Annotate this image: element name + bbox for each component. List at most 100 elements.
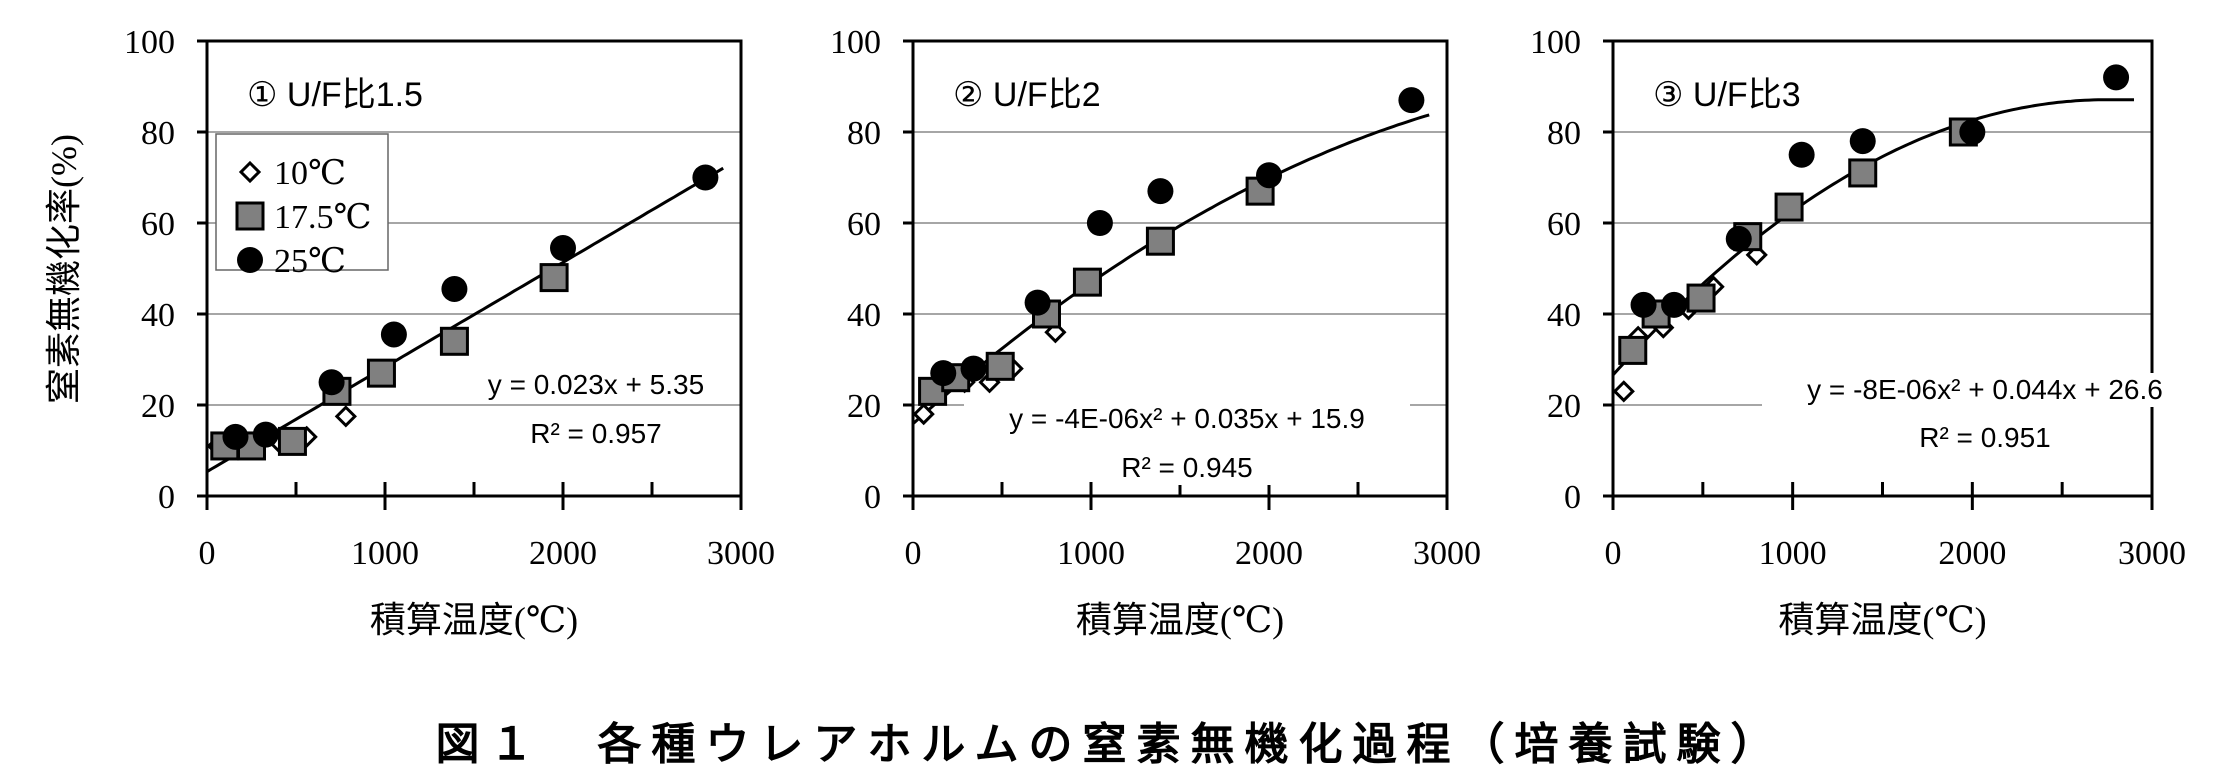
x-tick-label: 0 xyxy=(199,535,216,572)
trend-line xyxy=(206,166,724,473)
x-axis-label: 積算温度(℃) xyxy=(370,600,578,640)
circle-marker xyxy=(692,164,719,191)
r2-background xyxy=(1097,451,1277,485)
y-tick-label: 0 xyxy=(1564,479,1581,516)
legend-entry: 10℃ xyxy=(274,155,346,192)
circle-marker xyxy=(1630,291,1657,318)
circle-marker xyxy=(1086,210,1113,236)
circle-marker xyxy=(960,355,987,382)
x-tick-label: 3000 xyxy=(2118,535,2186,572)
figure-title: 図１ 各種ウレアホルムの窒素無機化過程（培養試験） xyxy=(435,719,1785,770)
y-tick-label: 60 xyxy=(1547,206,1581,243)
y-tick-label: 60 xyxy=(141,206,175,243)
square-marker xyxy=(539,263,569,293)
x-tick-label: 3000 xyxy=(707,535,775,572)
square-marker xyxy=(985,351,1015,381)
y-tick-label: 80 xyxy=(141,115,175,152)
diamond-marker xyxy=(912,402,935,426)
panel-title: ① U/F比1.5 xyxy=(247,76,423,114)
equation-background xyxy=(458,368,734,402)
y-tick-label: 100 xyxy=(1530,24,1581,61)
y-tick-label: 80 xyxy=(1547,115,1581,152)
circle-marker xyxy=(318,369,345,396)
legend-entry: 17.5℃ xyxy=(274,199,372,236)
panel-title: ② U/F比2 xyxy=(953,76,1101,114)
diamond-marker xyxy=(334,405,357,428)
x-tick-label: 1000 xyxy=(1759,535,1827,572)
circle-marker xyxy=(1661,291,1688,318)
circle-marker xyxy=(550,235,576,262)
y-tick-label: 0 xyxy=(158,479,175,516)
y-tick-label: 100 xyxy=(124,24,175,61)
circle-marker xyxy=(1788,141,1815,168)
square-marker xyxy=(439,326,469,356)
y-tick-label: 80 xyxy=(847,115,881,152)
series-circle xyxy=(1630,64,2130,318)
circle-marker xyxy=(222,423,249,450)
square-marker xyxy=(1618,335,1648,365)
x-axis-label: 積算温度(℃) xyxy=(1076,600,1284,640)
square-marker xyxy=(1145,226,1175,256)
equation-background xyxy=(1762,373,2208,407)
r-squared-label: R² = 0.957 xyxy=(530,418,662,449)
circle-marker xyxy=(252,421,279,448)
x-tick-label: 1000 xyxy=(351,535,419,572)
x-tick-label: 1000 xyxy=(1057,535,1125,572)
square-marker xyxy=(1686,283,1716,313)
y-tick-label: 60 xyxy=(847,206,881,243)
square-marker xyxy=(1774,192,1804,222)
y-axis-label: 窒素無機化率(%) xyxy=(44,134,84,404)
x-tick-label: 3000 xyxy=(1413,535,1481,572)
circle-marker xyxy=(1849,128,1876,155)
y-tick-label: 20 xyxy=(1547,388,1581,425)
r-squared-label: R² = 0.945 xyxy=(1121,452,1253,483)
circle-marker xyxy=(1398,87,1425,114)
series-diamond xyxy=(1612,243,1768,403)
x-axis-label: 積算温度(℃) xyxy=(1778,600,1986,640)
x-tick-label: 2000 xyxy=(1235,535,1303,572)
circle-marker xyxy=(441,275,468,302)
circle-marker xyxy=(1256,162,1282,189)
diamond-marker xyxy=(238,160,262,184)
panel-title: ③ U/F比3 xyxy=(1653,76,1801,114)
y-tick-label: 20 xyxy=(847,388,881,425)
circle-marker xyxy=(1725,225,1752,252)
r-squared-label: R² = 0.951 xyxy=(1919,422,2051,453)
series-circle xyxy=(930,87,1425,387)
diamond-marker xyxy=(1612,380,1635,403)
trend-equation: y = -8E-06x² + 0.044x + 26.6 xyxy=(1807,374,2163,405)
trend-equation: y = 0.023x + 5.35 xyxy=(488,369,704,400)
circle-marker xyxy=(1959,119,1986,145)
y-tick-label: 40 xyxy=(1547,297,1581,334)
square-marker xyxy=(277,426,307,456)
square-marker xyxy=(1072,267,1102,297)
square-marker xyxy=(366,358,396,388)
y-tick-label: 40 xyxy=(847,297,881,334)
r2-background xyxy=(1895,421,2075,455)
y-tick-label: 100 xyxy=(830,24,881,61)
square-marker xyxy=(235,201,265,231)
y-tick-label: 40 xyxy=(141,297,175,334)
r2-background xyxy=(506,417,686,451)
legend: 10℃ 17.5℃ 25℃ xyxy=(215,133,389,280)
equation-background xyxy=(964,402,1410,436)
y-tick-label: 0 xyxy=(864,479,881,516)
legend-entry: 25℃ xyxy=(274,243,346,280)
x-tick-label: 2000 xyxy=(1938,535,2006,572)
circle-marker xyxy=(1024,289,1051,316)
x-tick-label: 0 xyxy=(1605,535,1622,572)
trend-equation: y = -4E-06x² + 0.035x + 15.9 xyxy=(1009,403,1365,434)
circle-marker xyxy=(930,360,957,387)
x-tick-label: 0 xyxy=(905,535,922,572)
circle-marker xyxy=(2103,64,2130,91)
circle-marker xyxy=(380,321,407,348)
square-marker xyxy=(1848,158,1878,188)
circle-marker xyxy=(237,247,263,273)
circle-marker xyxy=(1147,178,1174,205)
x-tick-label: 2000 xyxy=(529,535,597,572)
series-circle xyxy=(222,164,719,450)
